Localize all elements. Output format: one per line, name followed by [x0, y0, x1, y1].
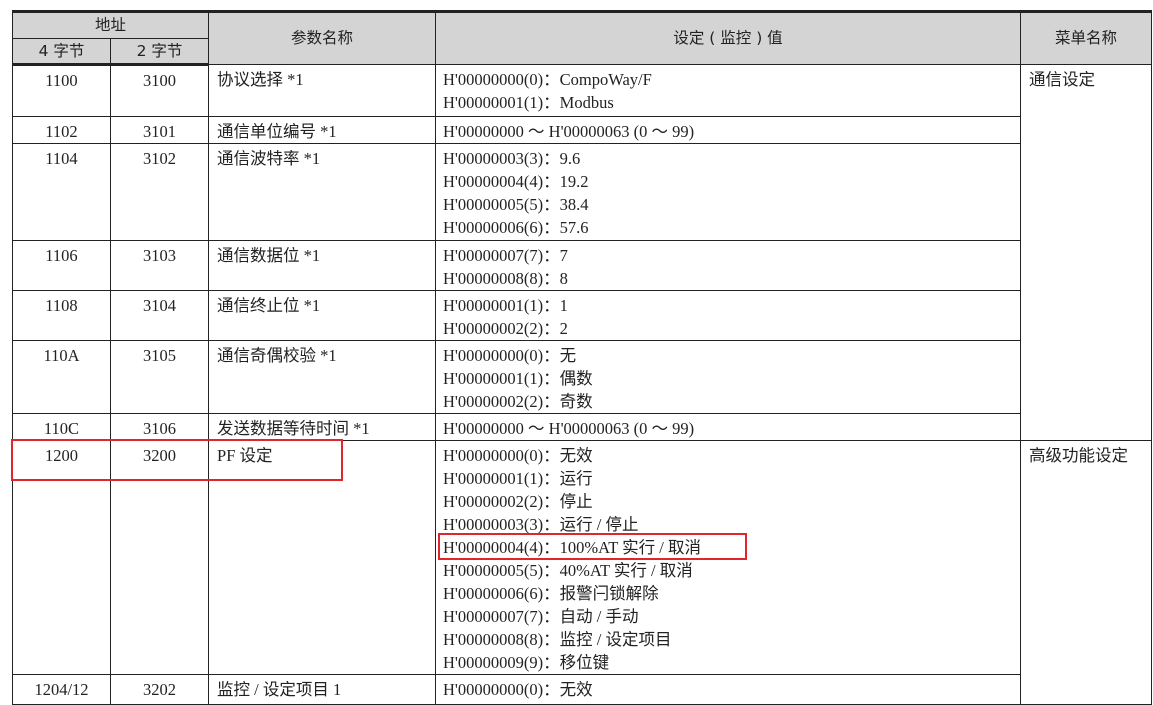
header-address: 地址 — [11, 11, 210, 39]
setting-value: H'00000006(6)：57.6 — [443, 218, 589, 237]
addr-4byte: 1204/12 — [12, 674, 111, 705]
menu-name: 通信设定 — [1020, 64, 1153, 441]
addr-4byte: 1100 — [12, 64, 111, 117]
addr-4byte: 110C — [12, 413, 111, 441]
setting-value: H'00000000 ～ H'00000063 (0 ～ 99) — [443, 122, 695, 141]
setting-value: H'00000000(0)：无效 — [443, 680, 593, 699]
table-row: 1104 3102 通信波特率 *1 H'00000003(3)：9.6 H'00… — [12, 143, 1152, 241]
setting-value: H'00000005(5)：38.4 — [443, 195, 589, 214]
setting-values: H'00000000 ～ H'00000063 (0 ～ 99) — [435, 116, 1022, 144]
header-menu-name: 菜单名称 — [1020, 11, 1153, 65]
addr-4byte: 1106 — [12, 240, 111, 291]
setting-value: H'00000004(4)：19.2 — [443, 172, 589, 191]
param-name: 发送数据等待时间 *1 — [208, 413, 437, 441]
table-row: 110A 3105 通信奇偶校验 *1 H'00000000(0)：无 H'000… — [12, 340, 1152, 414]
addr-2byte: 3105 — [109, 340, 210, 414]
setting-value: H'00000001(1)：1 — [443, 296, 568, 315]
param-name: 监控 / 设定项目 1 — [208, 674, 437, 705]
setting-values: H'00000000 ～ H'00000063 (0 ～ 99) — [435, 413, 1022, 441]
addr-2byte: 3103 — [109, 240, 210, 291]
addr-4byte: 1108 — [12, 290, 111, 341]
setting-value: H'00000000(0)：无效 — [443, 446, 593, 465]
menu-name: 高级功能设定 — [1020, 440, 1153, 705]
setting-value: H'00000008(8)：8 — [443, 269, 568, 288]
param-name: 通信波特率 *1 — [208, 143, 437, 241]
addr-2byte: 3102 — [109, 143, 210, 241]
table-row: 110C 3106 发送数据等待时间 *1 H'00000000 ～ H'000… — [12, 413, 1152, 441]
param-name: 通信数据位 *1 — [208, 240, 437, 291]
setting-value: H'00000001(1)：偶数 — [443, 369, 593, 388]
setting-value: H'00000009(9)：移位键 — [443, 653, 610, 672]
setting-values: H'00000000(0)：无 H'00000001(1)：偶数 H'0000000… — [435, 340, 1022, 414]
param-name: 通信单位编号 *1 — [208, 116, 437, 144]
table-row: 1106 3103 通信数据位 *1 H'00000007(7)：7 H'0000… — [12, 240, 1152, 291]
setting-value: H'00000003(3)：运行 / 停止 — [443, 515, 639, 534]
table-row: 1100 3100 协议选择 *1 H'00000000(0)：CompoWay… — [12, 64, 1153, 441]
addr-4byte: 110A — [12, 340, 111, 414]
addr-4byte: 1104 — [12, 143, 111, 241]
setting-value: H'00000000(0)：CompoWay/F — [443, 70, 652, 89]
setting-values: H'00000001(1)：1 H'00000002(2)：2 — [435, 290, 1022, 341]
addr-2byte: 3101 — [109, 116, 210, 144]
header-4byte: 4 字节 — [12, 38, 111, 66]
setting-value: H'00000007(7)：自动 / 手动 — [443, 607, 639, 626]
parameter-table: 地址 参数名称 设定 ( 监控 ) 值 菜单名称 4 字节 2 字节 1100 … — [11, 10, 1153, 705]
table-row: 1204/12 3202 监控 / 设定项目 1 H'00000000(0)：无… — [12, 674, 1152, 705]
setting-values: H'00000000(0)：无效 — [435, 674, 1022, 705]
param-name: 协议选择 *1 — [208, 64, 437, 117]
table-row: 1108 3104 通信终止位 *1 H'00000001(1)：1 H'0000… — [12, 290, 1152, 341]
addr-4byte: 1102 — [12, 116, 111, 144]
highlight-pf-row — [11, 439, 343, 481]
setting-values: H'00000003(3)：9.6 H'00000004(4)：19.2 H'000… — [435, 143, 1022, 241]
header-param-name: 参数名称 — [208, 11, 437, 65]
setting-value: H'00000002(2)：2 — [443, 319, 568, 338]
setting-value: H'00000001(1)：运行 — [443, 469, 593, 488]
header-2byte: 2 字节 — [109, 38, 210, 66]
addr-2byte: 3202 — [109, 674, 210, 705]
highlight-100at-value — [438, 533, 747, 560]
table-row: 1102 3101 通信单位编号 *1 H'00000000 ～ H'00000… — [12, 116, 1152, 144]
setting-value: H'00000000(0)：无 — [443, 346, 577, 365]
setting-value: H'00000005(5)：40%AT 实行 / 取消 — [443, 561, 693, 580]
setting-value: H'00000001(1)：Modbus — [443, 93, 614, 112]
header-setting-value: 设定 ( 监控 ) 值 — [435, 11, 1022, 65]
setting-value: H'00000000 ～ H'00000063 (0 ～ 99) — [443, 419, 695, 438]
setting-values: H'00000000(0)：CompoWay/F H'00000001(1)：Mo… — [435, 64, 1022, 117]
setting-value: H'00000006(6)：报警闩锁解除 — [443, 584, 659, 603]
setting-value: H'00000008(8)：监控 / 设定项目 — [443, 630, 672, 649]
param-name: 通信奇偶校验 *1 — [208, 340, 437, 414]
setting-value: H'00000003(3)：9.6 — [443, 149, 581, 168]
setting-values: H'00000007(7)：7 H'00000008(8)：8 — [435, 240, 1022, 291]
setting-value: H'00000004(4)：100%AT 实行 / 取消 — [443, 538, 701, 557]
addr-2byte: 3104 — [109, 290, 210, 341]
setting-values: H'00000000(0)：无效 H'00000001(1)：运行 H'000000… — [435, 440, 1022, 675]
addr-2byte: 3106 — [109, 413, 210, 441]
setting-value: H'00000007(7)：7 — [443, 246, 568, 265]
param-name: 通信终止位 *1 — [208, 290, 437, 341]
setting-value: H'00000002(2)：奇数 — [443, 392, 593, 411]
addr-2byte: 3100 — [109, 64, 210, 117]
setting-value: H'00000002(2)：停止 — [443, 492, 593, 511]
